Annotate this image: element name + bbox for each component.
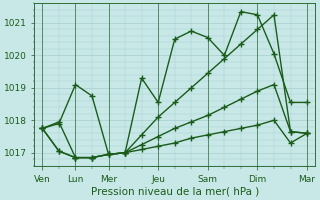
X-axis label: Pression niveau de la mer( hPa ): Pression niveau de la mer( hPa ) xyxy=(91,187,259,197)
